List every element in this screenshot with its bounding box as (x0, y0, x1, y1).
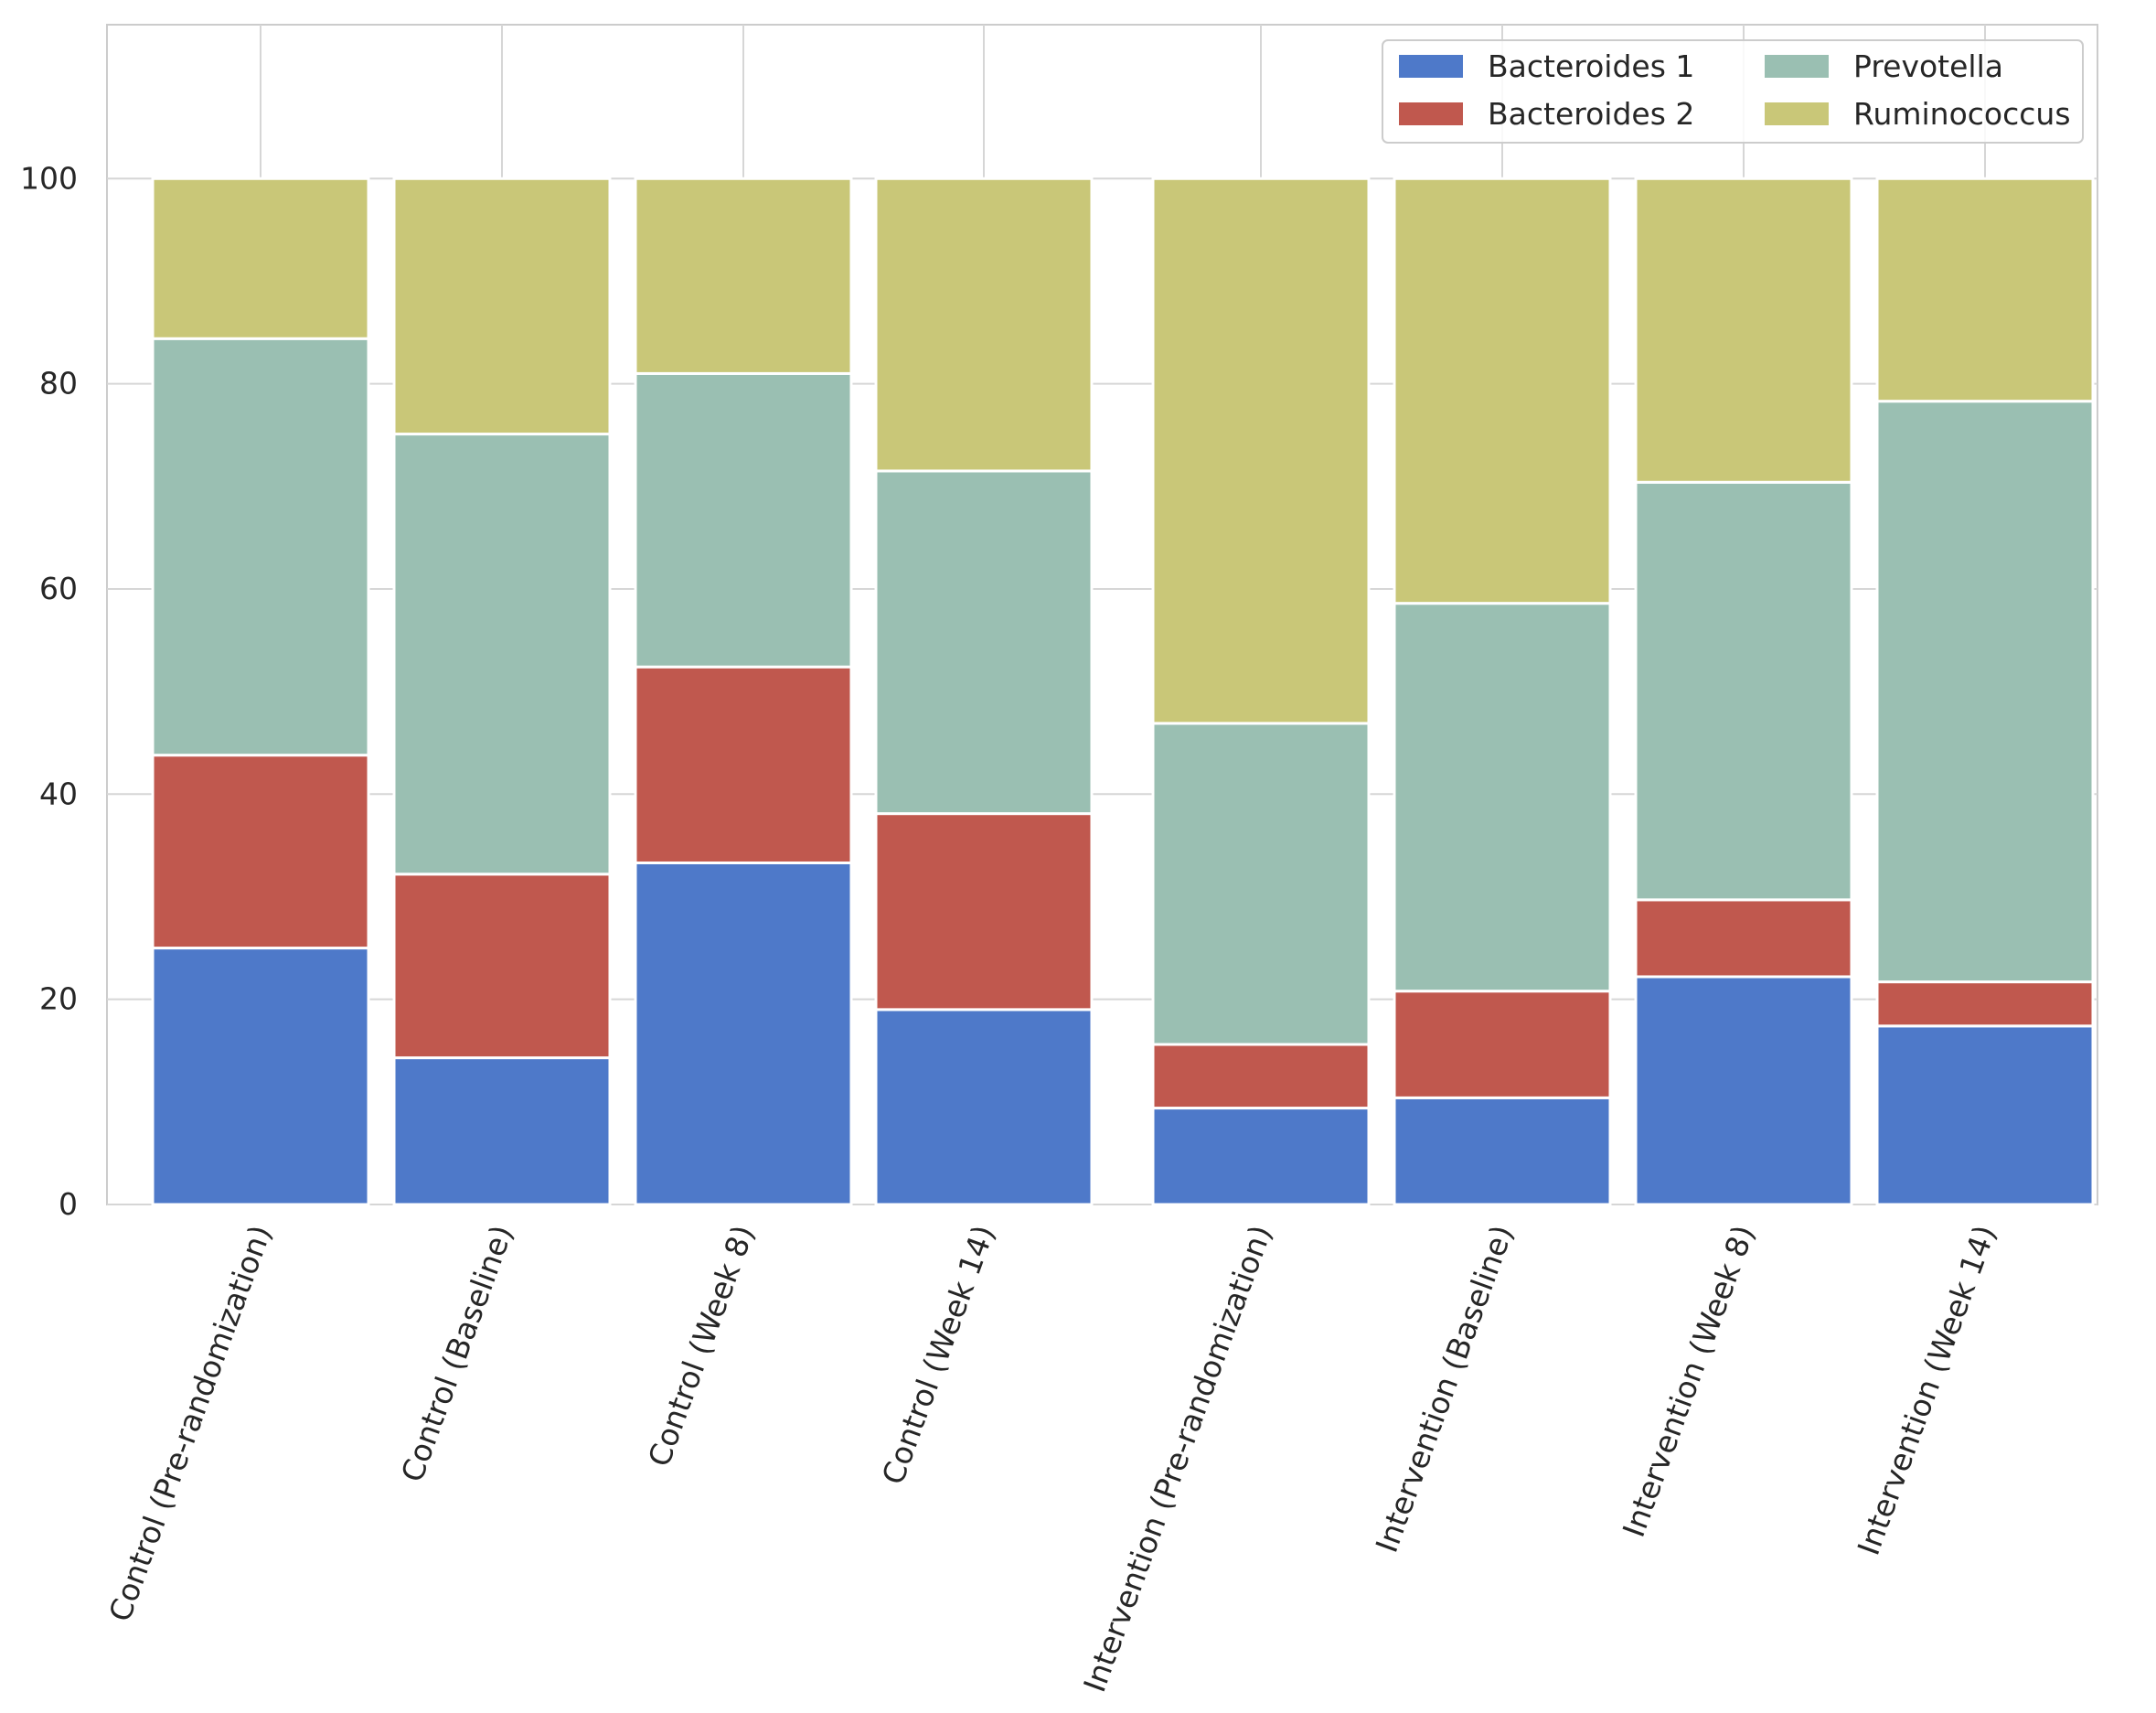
x-tick-label: Control (Week 14) (875, 1220, 1002, 1489)
bar-segment-bacteroides-2 (392, 873, 612, 1060)
legend-swatch-bacteroides-2 (1399, 102, 1463, 125)
y-tick-label: 100 (20, 160, 78, 196)
bar-segment-ruminococcus (1393, 177, 1612, 605)
bar-segment-ruminococcus (1634, 177, 1853, 484)
x-tick-label: Control (Week 8) (641, 1220, 762, 1471)
legend-swatch-ruminococcus (1765, 102, 1829, 125)
y-tick-label: 40 (39, 776, 78, 811)
y-tick-label: 20 (39, 981, 78, 1017)
bar-segment-prevotella (1875, 400, 2095, 984)
bar-segment-bacteroides-2 (874, 812, 1094, 1012)
bar-segment-prevotella (1634, 480, 1853, 902)
bar-segment-prevotella (634, 371, 853, 669)
x-tick-label: Control (Pre-randomization) (101, 1220, 278, 1626)
bar-segment-bacteroides-1 (151, 947, 370, 1206)
y-tick-label: 60 (39, 571, 78, 606)
bar-segment-bacteroides-2 (1151, 1043, 1371, 1110)
bar-segment-bacteroides-1 (874, 1008, 1094, 1206)
bar-segment-ruminococcus (1151, 177, 1371, 725)
bar-segment-bacteroides-2 (1393, 990, 1612, 1099)
bar-segment-bacteroides-2 (634, 665, 853, 864)
bar-segment-bacteroides-1 (1634, 975, 1853, 1206)
bar-segment-bacteroides-2 (1875, 980, 2095, 1028)
legend: Bacteroides 1 Bacteroides 2 Prevotella Rumi… (1382, 39, 2084, 144)
x-tick-label: Intervention (Baseline) (1369, 1220, 1521, 1557)
legend-box (1382, 39, 2084, 144)
bar-segment-bacteroides-1 (1393, 1096, 1612, 1206)
bar-segment-prevotella (1151, 722, 1371, 1046)
bar-segment-bacteroides-1 (1151, 1107, 1371, 1206)
x-tick-label: Intervention (Week 8) (1616, 1220, 1762, 1541)
legend-label-ruminococcus: Ruminococcus (1853, 96, 2071, 132)
bar-segment-prevotella (1393, 602, 1612, 993)
bar-segment-ruminococcus (151, 177, 370, 340)
bar-segment-bacteroides-2 (1634, 898, 1853, 979)
bar-segment-bacteroides-1 (392, 1056, 612, 1206)
legend-label-bacteroides-1: Bacteroides 1 (1488, 48, 1694, 84)
bar-segment-ruminococcus (874, 177, 1094, 473)
bar-segment-ruminococcus (392, 177, 612, 436)
x-axis-tick-labels: Control (Pre-randomization) Control (Base… (101, 1220, 2002, 1697)
legend-swatch-bacteroides-1 (1399, 55, 1463, 78)
x-tick-label: Intervention (Week 14) (1851, 1220, 2003, 1559)
legend-swatch-prevotella (1765, 55, 1829, 78)
bars (151, 177, 2095, 1206)
bar-segment-ruminococcus (1875, 177, 2095, 403)
bar-segment-ruminococcus (634, 177, 853, 375)
bar-segment-bacteroides-1 (1875, 1024, 2095, 1206)
legend-label-bacteroides-2: Bacteroides 2 (1488, 96, 1694, 132)
bar-segment-prevotella (874, 469, 1094, 816)
bar-segment-prevotella (151, 337, 370, 757)
bar-segment-bacteroides-1 (634, 861, 853, 1206)
bar-segment-prevotella (392, 433, 612, 876)
y-tick-label: 0 (59, 1186, 78, 1222)
y-axis-tick-labels: 0 20 40 60 80 100 (20, 160, 78, 1222)
x-tick-label: Control (Baseline) (394, 1220, 520, 1486)
x-tick-label: Intervention (Pre-randomization) (1076, 1220, 1278, 1697)
bar-segment-bacteroides-2 (151, 754, 370, 950)
legend-label-prevotella: Prevotella (1853, 48, 2003, 84)
y-tick-label: 80 (39, 366, 78, 401)
